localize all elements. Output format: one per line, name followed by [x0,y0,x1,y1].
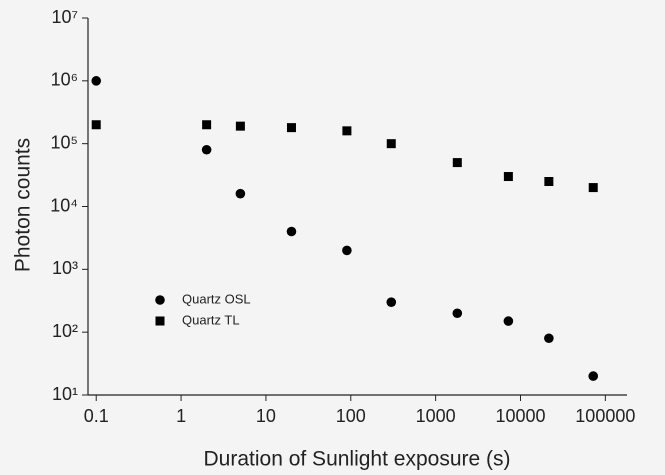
x-tick-label: 0.1 [84,406,109,426]
data-point [91,120,101,130]
data-point [452,158,462,168]
y-tick-label: 10¹ [52,384,78,404]
data-point [201,144,212,155]
x-tick-label: 10000 [495,406,545,426]
data-point [286,226,297,237]
x-tick-label: 100000 [575,406,635,426]
x-tick-label: 1000 [416,406,456,426]
data-point [342,126,352,136]
data-point [503,172,513,182]
data-point [588,371,599,381]
y-tick-label: 10⁴ [50,195,78,215]
data-point [202,120,212,130]
data-point [91,76,102,86]
x-axis-label: Duration of Sunlight exposure (s) [204,448,511,471]
data-point [452,308,463,319]
legend-marker [155,295,165,305]
data-point [503,316,514,326]
data-point [544,333,554,344]
data-point [588,183,598,193]
x-tick-label: 10 [256,406,276,426]
data-point [544,176,554,186]
y-tick-label: 10⁷ [51,7,78,27]
legend-label: Quartz OSL [182,291,251,306]
x-tick-label: 100 [336,406,366,426]
x-tick-label: 1 [176,406,186,426]
y-tick-label: 10⁵ [51,132,78,152]
legend-marker [155,316,165,326]
y-tick-label: 10⁶ [51,70,78,90]
y-tick-label: 10² [52,321,78,341]
y-tick-label: 10³ [52,258,78,278]
data-point [286,123,296,133]
data-point [235,121,245,131]
legend-label: Quartz TL [182,312,240,327]
data-point [386,297,397,307]
data-point [235,188,246,199]
data-point [386,139,396,149]
data-point [342,245,352,256]
y-axis-label: Photon counts [12,138,35,272]
